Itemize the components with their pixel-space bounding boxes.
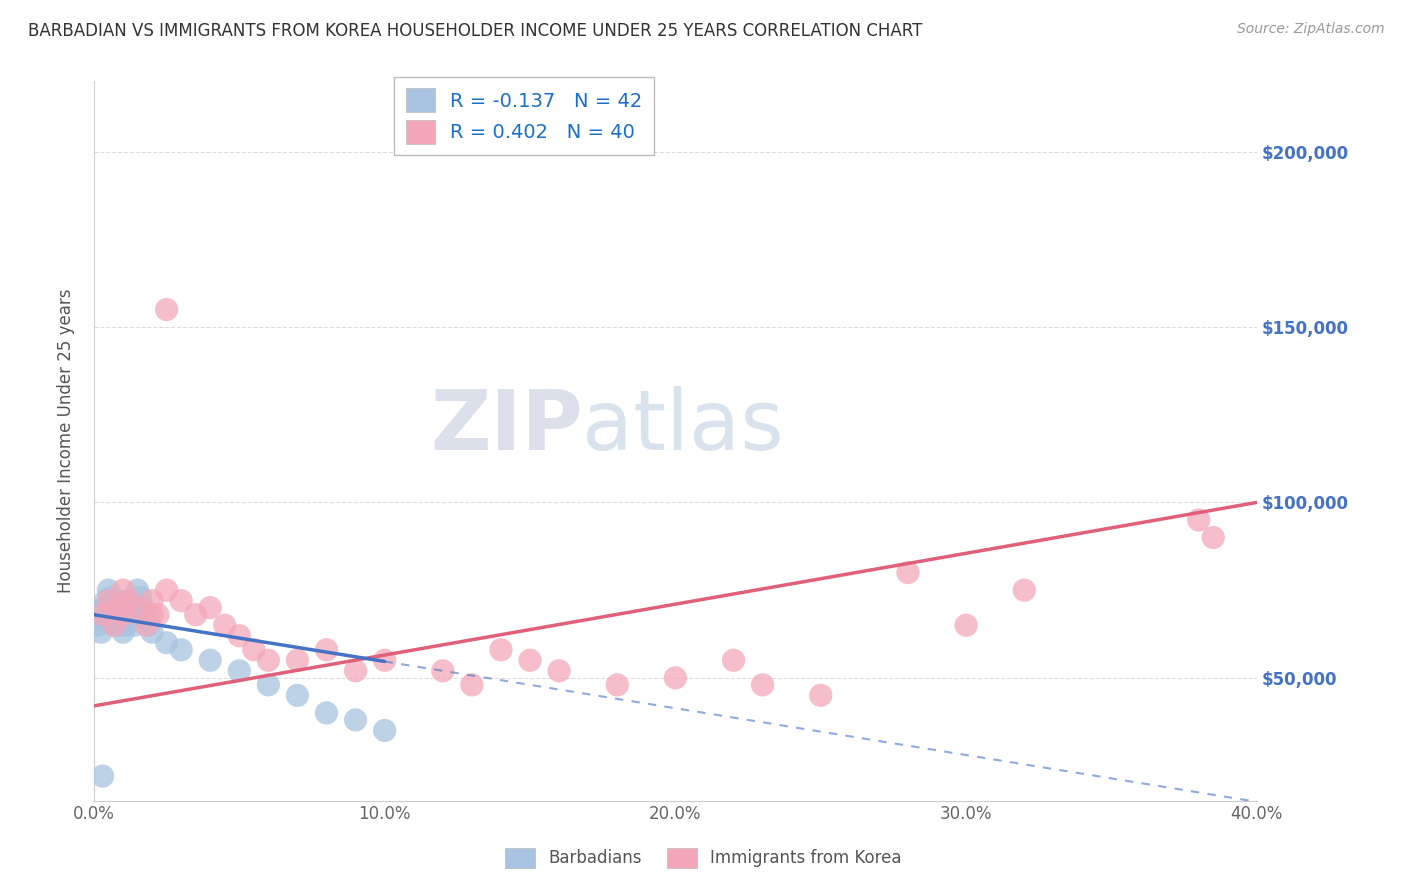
Text: atlas: atlas [582, 386, 785, 467]
Point [257, 653, 280, 667]
Point [606, 678, 628, 692]
Point [432, 664, 454, 678]
Point [93, 600, 115, 615]
Point [97, 593, 120, 607]
Point [115, 618, 138, 632]
Point [90, 625, 112, 640]
Point [87, 618, 110, 632]
Point [89, 607, 111, 622]
Point [664, 671, 686, 685]
Point [170, 593, 193, 607]
Point [105, 611, 128, 625]
Point [156, 583, 179, 598]
Y-axis label: Householder Income Under 25 years: Householder Income Under 25 years [58, 289, 75, 593]
Point [118, 593, 141, 607]
Point [228, 629, 250, 643]
Point [141, 593, 163, 607]
Point [91, 769, 114, 783]
Point [751, 678, 773, 692]
Point [374, 653, 396, 667]
Point [519, 653, 541, 667]
Point [257, 678, 280, 692]
Legend: Barbadians, Immigrants from Korea: Barbadians, Immigrants from Korea [498, 841, 908, 875]
Point [228, 664, 250, 678]
Point [141, 607, 163, 622]
Point [146, 607, 169, 622]
Point [243, 642, 266, 657]
Point [170, 642, 193, 657]
Point [121, 607, 143, 622]
Point [156, 636, 179, 650]
Point [138, 618, 160, 632]
Point [287, 653, 309, 667]
Point [548, 664, 571, 678]
Point [897, 566, 920, 580]
Point [118, 607, 141, 622]
Point [141, 625, 163, 640]
Point [103, 600, 125, 615]
Point [127, 607, 149, 622]
Point [461, 678, 484, 692]
Point [810, 689, 832, 703]
Text: Source: ZipAtlas.com: Source: ZipAtlas.com [1237, 22, 1385, 37]
Point [103, 618, 125, 632]
Point [124, 618, 146, 632]
Point [94, 593, 117, 607]
Point [108, 618, 131, 632]
Point [105, 600, 128, 615]
Text: ZIP: ZIP [430, 386, 582, 467]
Point [135, 607, 157, 622]
Point [214, 618, 236, 632]
Point [100, 590, 122, 604]
Point [1202, 531, 1225, 545]
Point [111, 615, 134, 629]
Point [1188, 513, 1211, 527]
Point [315, 706, 337, 720]
Point [111, 583, 134, 598]
Point [100, 607, 122, 622]
Point [344, 713, 367, 727]
Point [315, 642, 337, 657]
Point [91, 611, 114, 625]
Legend: R = -0.137   N = 42, R = 0.402   N = 40: R = -0.137 N = 42, R = 0.402 N = 40 [394, 77, 654, 155]
Point [200, 653, 222, 667]
Point [105, 593, 128, 607]
Point [127, 600, 149, 615]
Point [118, 593, 141, 607]
Point [955, 618, 977, 632]
Point [184, 607, 207, 622]
Point [108, 607, 131, 622]
Point [111, 625, 134, 640]
Point [135, 618, 157, 632]
Point [91, 607, 114, 622]
Text: BARBADIAN VS IMMIGRANTS FROM KOREA HOUSEHOLDER INCOME UNDER 25 YEARS CORRELATION: BARBADIAN VS IMMIGRANTS FROM KOREA HOUSE… [28, 22, 922, 40]
Point [96, 607, 118, 622]
Point [115, 600, 138, 615]
Point [103, 618, 125, 632]
Point [129, 590, 152, 604]
Point [132, 600, 155, 615]
Point [111, 607, 134, 622]
Point [97, 615, 120, 629]
Point [1012, 583, 1035, 598]
Point [489, 642, 512, 657]
Point [344, 664, 367, 678]
Point [156, 302, 179, 317]
Point [200, 600, 222, 615]
Point [723, 653, 745, 667]
Point [97, 583, 120, 598]
Point [374, 723, 396, 738]
Point [127, 583, 149, 598]
Point [287, 689, 309, 703]
